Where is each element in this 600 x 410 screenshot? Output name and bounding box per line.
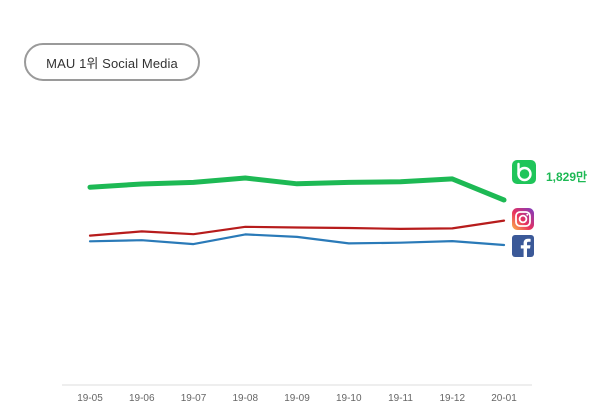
x-tick-label: 19-08 (232, 393, 258, 404)
series-line-facebook (88, 233, 506, 247)
x-tick-label: 19-05 (77, 393, 103, 404)
series-lines (87, 175, 507, 247)
facebook-app-icon (512, 235, 534, 257)
chart-title: MAU 1위 Social Media (24, 43, 200, 81)
x-axis: 19-05 19-06 19-07 19-08 19-09 19-10 19-11 19-12… (62, 384, 532, 404)
series-icons (512, 160, 536, 257)
band-app-icon (512, 160, 536, 184)
band-end-value-label: 1,829만 (546, 169, 587, 184)
x-tick-label: 19-07 (181, 393, 207, 404)
series-line-band (87, 175, 507, 203)
x-tick-label: 19-12 (439, 393, 465, 404)
x-tick-label: 20-01 (491, 393, 517, 404)
x-tick-label: 19-10 (336, 393, 362, 404)
instagram-app-icon (512, 208, 534, 230)
series-line-instagram (88, 219, 506, 237)
x-tick-label: 19-06 (129, 393, 155, 404)
data-labels: 1,829만 (546, 169, 587, 184)
x-tick-label: 19-11 (388, 393, 413, 404)
x-tick-label: 19-09 (284, 393, 310, 404)
